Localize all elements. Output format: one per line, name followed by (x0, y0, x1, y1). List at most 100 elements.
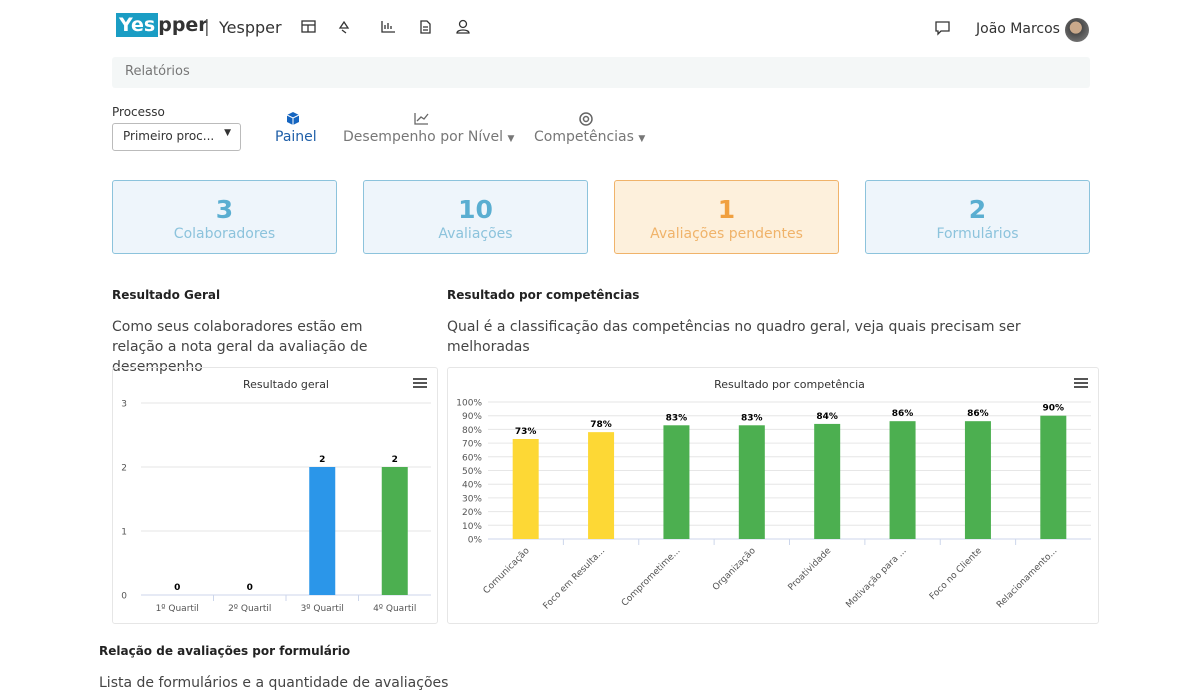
bar (1040, 416, 1066, 539)
tab[interactable]: Painel (275, 129, 317, 145)
stat-value: 2 (866, 195, 1089, 224)
menu-icon[interactable] (1074, 386, 1088, 388)
chart: Resultado geral01231º Quartil02º Quartil… (112, 367, 438, 624)
y-tick-label: 10% (462, 522, 482, 532)
x-tick-label: Motivação para ... (844, 546, 908, 610)
tab-icon (578, 111, 594, 127)
menu-icon[interactable] (1074, 382, 1088, 384)
data-label: 73% (515, 427, 537, 437)
x-tick-label: Foco em Resulta... (542, 546, 608, 612)
tab-icon (285, 111, 301, 127)
section-title: Resultado Geral (112, 288, 220, 302)
filter-label: Processo (112, 105, 165, 119)
y-tick-label: 100% (456, 399, 482, 409)
chat-icon[interactable] (934, 20, 952, 36)
data-label: 86% (892, 409, 914, 419)
data-label: 78% (590, 420, 612, 430)
bar (739, 425, 765, 539)
x-tick-label: Relacionamento... (995, 546, 1059, 610)
select-value: Primeiro proc... (123, 129, 214, 143)
chart-title: Resultado geral (243, 378, 329, 391)
x-tick-label: Comunicação (482, 546, 532, 596)
tab[interactable]: Competências ▼ (534, 129, 645, 145)
data-label: 0 (247, 583, 253, 593)
nav-icon[interactable] (382, 21, 395, 32)
bar (965, 421, 991, 539)
stat-value: 1 (615, 195, 838, 224)
avatar[interactable] (1065, 18, 1089, 42)
chart: Resultado por competência 0% 10% 20% 30% 40% 5… (447, 367, 1099, 624)
data-label: 84% (816, 412, 838, 422)
nav-icons (300, 19, 475, 37)
stat-label: Colaboradores (113, 226, 336, 242)
logo-box: Yes (116, 13, 158, 37)
y-tick-label: 0 (121, 592, 127, 602)
app-name[interactable]: Yespper (219, 18, 282, 37)
stat-label: Formulários (866, 226, 1089, 242)
bar (588, 432, 614, 539)
x-tick-label: 1º Quartil (156, 604, 199, 614)
x-tick-label: Proatividade (787, 546, 834, 593)
bar (663, 425, 689, 539)
y-tick-label: 2 (121, 464, 127, 474)
y-tick-label: 0% (468, 536, 483, 546)
y-tick-label: 50% (462, 467, 482, 477)
menu-icon[interactable] (413, 382, 427, 384)
bar (814, 424, 840, 539)
data-label: 83% (741, 413, 763, 423)
tab[interactable]: Desempenho por Nível ▼ (343, 129, 514, 145)
stat-card: 2 Formulários (865, 180, 1090, 254)
y-tick-label: 90% (462, 412, 482, 422)
section-title: Resultado por competências (447, 288, 639, 302)
bar (890, 421, 916, 539)
y-tick-label: 40% (462, 481, 482, 491)
bar (382, 467, 408, 595)
nav-icon[interactable] (340, 22, 348, 33)
chart-title: Resultado por competência (714, 378, 865, 391)
bar (309, 467, 335, 595)
x-tick-label: 3º Quartil (301, 604, 344, 614)
nav-icon[interactable] (460, 21, 467, 28)
y-tick-label: 20% (462, 508, 482, 518)
stat-label: Avaliações (364, 226, 587, 242)
data-label: 90% (1043, 404, 1065, 414)
data-label: 2 (392, 455, 398, 465)
section-description: Lista de formulários e a quantidade de a… (99, 673, 699, 693)
stat-value: 10 (364, 195, 587, 224)
caret: ▼ (224, 128, 231, 138)
x-tick-label: 4º Quartil (373, 604, 416, 614)
y-tick-label: 70% (462, 440, 482, 450)
bar (513, 439, 539, 539)
menu-icon[interactable] (1074, 378, 1088, 380)
breadcrumb-bar: Relatórios (112, 57, 1090, 88)
separator: | (204, 17, 210, 37)
breadcrumb[interactable]: Relatórios (125, 64, 190, 79)
x-tick-label: Foco no Cliente (928, 546, 984, 602)
tab-text: Competências (534, 129, 634, 145)
process-select[interactable]: Primeiro proc... ▼ (112, 123, 241, 151)
stat-label: Avaliações pendentes (615, 226, 838, 242)
x-tick-label: 2º Quartil (228, 604, 271, 614)
stat-value: 3 (113, 195, 336, 224)
user-name[interactable]: João Marcos (976, 21, 1060, 37)
stat-card: 3 Colaboradores (112, 180, 337, 254)
section-description: Qual é a classificação das competências … (447, 317, 1097, 357)
y-tick-label: 60% (462, 453, 482, 463)
x-tick-label: Organização (711, 546, 758, 593)
tab-icon (414, 112, 430, 126)
stat-card: 1 Avaliações pendentes (614, 180, 839, 254)
tab-text: Desempenho por Nível (343, 129, 503, 145)
y-tick-label: 1 (121, 528, 127, 538)
menu-icon[interactable] (413, 378, 427, 380)
menu-icon[interactable] (413, 386, 427, 388)
logo[interactable]: Yespper (116, 14, 208, 36)
x-tick-label: Comprometime... (620, 546, 683, 609)
nav-icon[interactable] (421, 21, 430, 33)
stat-card: 10 Avaliações (363, 180, 588, 254)
data-label: 0 (174, 583, 180, 593)
logo-rest: pper (158, 14, 207, 36)
y-tick-label: 80% (462, 426, 482, 436)
y-tick-label: 30% (462, 494, 482, 504)
data-label: 86% (967, 409, 989, 419)
